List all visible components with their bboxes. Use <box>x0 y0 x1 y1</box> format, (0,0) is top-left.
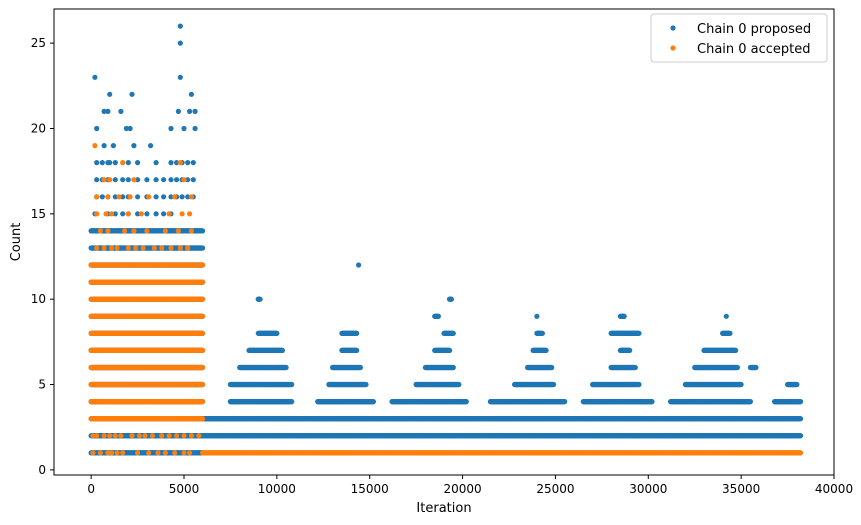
data-point <box>370 399 376 405</box>
data-point <box>289 399 295 405</box>
data-point <box>798 416 804 422</box>
plot-marks <box>88 23 804 456</box>
data-point <box>463 399 469 405</box>
data-point <box>798 433 804 439</box>
